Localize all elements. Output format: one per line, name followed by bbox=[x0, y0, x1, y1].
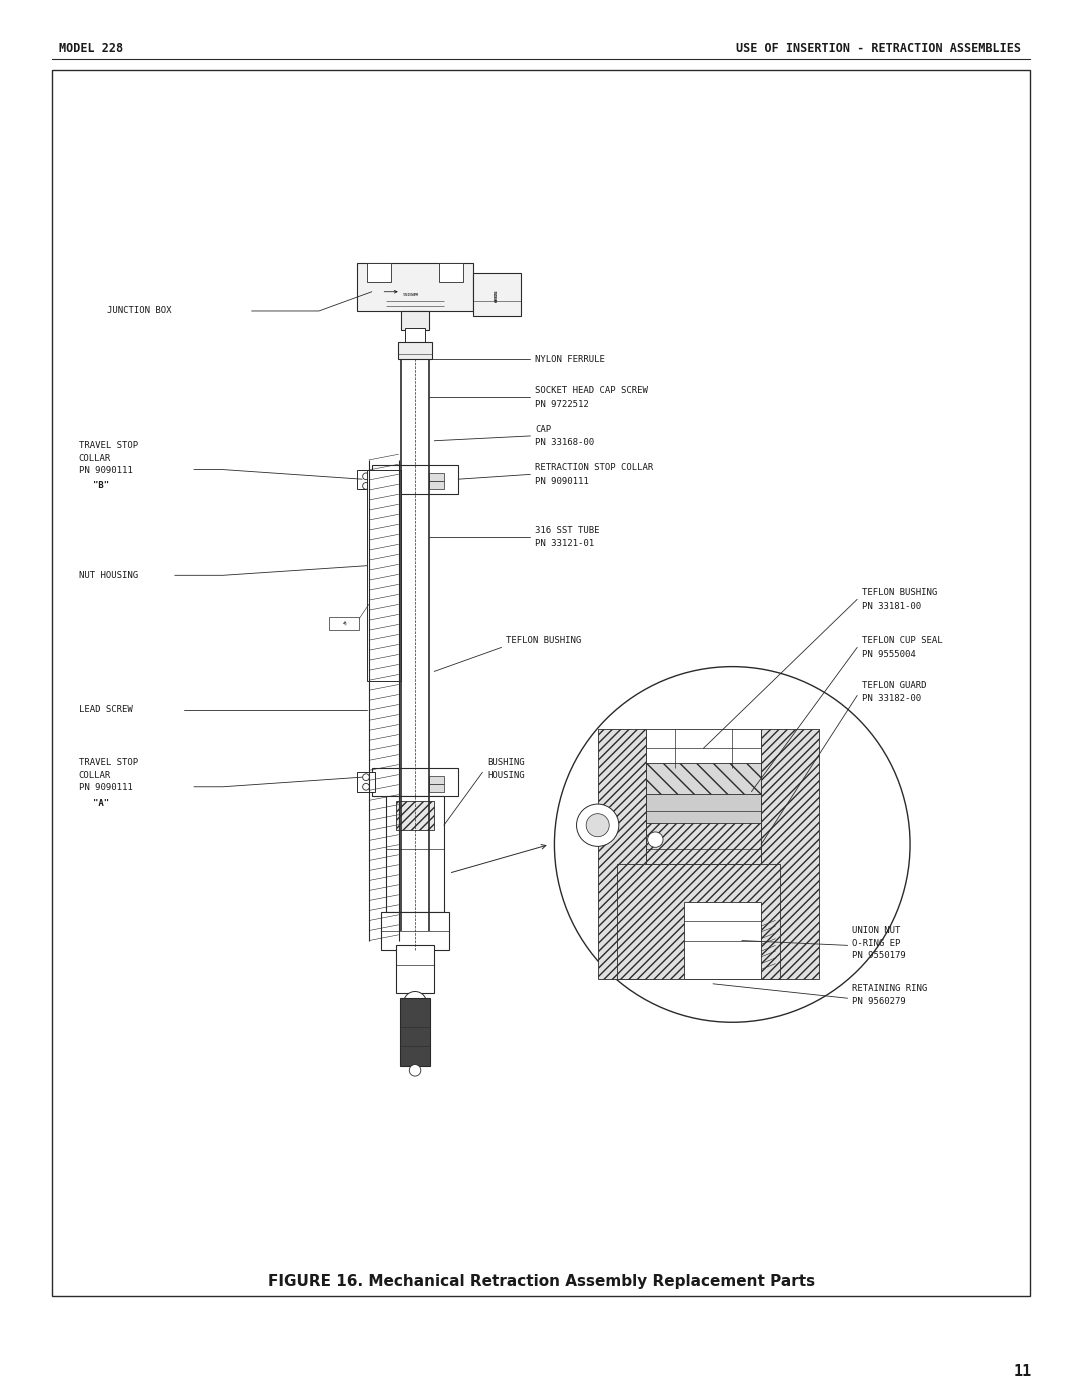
Text: PN 9560279: PN 9560279 bbox=[852, 996, 906, 1006]
Text: CAP: CAP bbox=[536, 425, 551, 433]
Bar bbox=[761, 729, 819, 979]
Bar bbox=[685, 902, 761, 979]
Bar bbox=[372, 465, 458, 493]
Text: PN 33182-00: PN 33182-00 bbox=[862, 694, 921, 703]
Text: COLLAR: COLLAR bbox=[79, 771, 111, 780]
Circle shape bbox=[554, 666, 910, 1023]
Bar bbox=[430, 481, 444, 489]
Text: RETAINING RING: RETAINING RING bbox=[852, 983, 928, 993]
Bar bbox=[405, 328, 424, 342]
Bar bbox=[357, 773, 375, 792]
Text: 11: 11 bbox=[1013, 1363, 1031, 1379]
Bar bbox=[52, 70, 1030, 1296]
Text: PN 33181-00: PN 33181-00 bbox=[862, 602, 921, 610]
Text: PN 9550179: PN 9550179 bbox=[852, 951, 906, 961]
Bar bbox=[395, 802, 434, 830]
Text: LEAD SCREW: LEAD SCREW bbox=[79, 705, 133, 714]
Text: FIGURE 16. Mechanical Retraction Assembly Replacement Parts: FIGURE 16. Mechanical Retraction Assembl… bbox=[268, 1274, 814, 1288]
Bar bbox=[397, 342, 432, 359]
Bar bbox=[367, 469, 401, 682]
Bar bbox=[646, 729, 761, 767]
Circle shape bbox=[404, 992, 427, 1014]
Bar bbox=[381, 912, 448, 950]
Bar bbox=[357, 263, 473, 312]
Bar bbox=[372, 767, 458, 796]
Circle shape bbox=[409, 1065, 421, 1076]
Text: PN 9090111: PN 9090111 bbox=[79, 467, 133, 475]
Text: BUSHING: BUSHING bbox=[487, 759, 525, 767]
Circle shape bbox=[586, 813, 609, 837]
Text: "A": "A" bbox=[93, 799, 109, 807]
Bar bbox=[328, 616, 360, 630]
Text: JUNCTION BOX: JUNCTION BOX bbox=[108, 306, 172, 316]
Text: MODEL 228: MODEL 228 bbox=[59, 42, 123, 56]
Bar bbox=[367, 263, 391, 282]
Bar bbox=[646, 795, 761, 826]
Text: "B": "B" bbox=[93, 482, 109, 490]
Text: UNION NUT: UNION NUT bbox=[852, 926, 901, 936]
Text: TEFLON CUP SEAL: TEFLON CUP SEAL bbox=[862, 636, 943, 645]
Text: USE OF INSERTION - RETRACTION ASSEMBLIES: USE OF INSERTION - RETRACTION ASSEMBLIES bbox=[735, 42, 1021, 56]
Text: 316 SST TUBE: 316 SST TUBE bbox=[536, 525, 599, 535]
Text: TAG: TAG bbox=[341, 620, 347, 626]
Circle shape bbox=[648, 833, 663, 848]
Text: COLLAR: COLLAR bbox=[79, 454, 111, 462]
Bar bbox=[430, 777, 444, 784]
Text: O-RING EP: O-RING EP bbox=[852, 939, 901, 949]
Text: PN 9090111: PN 9090111 bbox=[79, 784, 133, 792]
Text: TRAVEL STOP: TRAVEL STOP bbox=[79, 759, 138, 767]
Circle shape bbox=[363, 784, 369, 791]
Bar bbox=[597, 729, 646, 979]
Circle shape bbox=[363, 482, 369, 489]
Bar bbox=[395, 946, 434, 993]
Text: HOUSING: HOUSING bbox=[487, 771, 525, 780]
Text: TEFLON GUARD: TEFLON GUARD bbox=[862, 682, 927, 690]
Text: WARNING: WARNING bbox=[404, 289, 418, 293]
Bar bbox=[430, 474, 444, 481]
Text: SOCKET HEAD CAP SCREW: SOCKET HEAD CAP SCREW bbox=[536, 386, 648, 395]
Bar bbox=[401, 312, 430, 330]
Bar bbox=[473, 272, 521, 316]
Text: TEFLON BUSHING: TEFLON BUSHING bbox=[507, 636, 582, 645]
Bar bbox=[430, 784, 444, 792]
Bar bbox=[646, 823, 761, 863]
Bar bbox=[400, 999, 431, 1066]
Text: PN 9090111: PN 9090111 bbox=[536, 476, 589, 486]
Text: PN 33121-01: PN 33121-01 bbox=[536, 539, 594, 548]
Bar bbox=[357, 469, 375, 489]
Text: RETRACTION STOP COLLAR: RETRACTION STOP COLLAR bbox=[536, 464, 653, 472]
Text: PN 33168-00: PN 33168-00 bbox=[536, 439, 594, 447]
Text: WARNING: WARNING bbox=[495, 291, 499, 302]
Text: PN 9722512: PN 9722512 bbox=[536, 400, 589, 409]
Text: TRAVEL STOP: TRAVEL STOP bbox=[79, 441, 138, 450]
Circle shape bbox=[577, 805, 619, 847]
Bar bbox=[440, 263, 463, 282]
Text: TEFLON BUSHING: TEFLON BUSHING bbox=[862, 588, 937, 597]
Circle shape bbox=[363, 474, 369, 479]
Text: PN 9555004: PN 9555004 bbox=[862, 650, 916, 658]
Bar bbox=[387, 796, 444, 912]
Bar bbox=[646, 763, 761, 796]
Circle shape bbox=[363, 774, 369, 781]
Bar bbox=[617, 863, 780, 979]
Text: NYLON FERRULE: NYLON FERRULE bbox=[536, 355, 605, 363]
Text: NUT HOUSING: NUT HOUSING bbox=[79, 571, 138, 580]
